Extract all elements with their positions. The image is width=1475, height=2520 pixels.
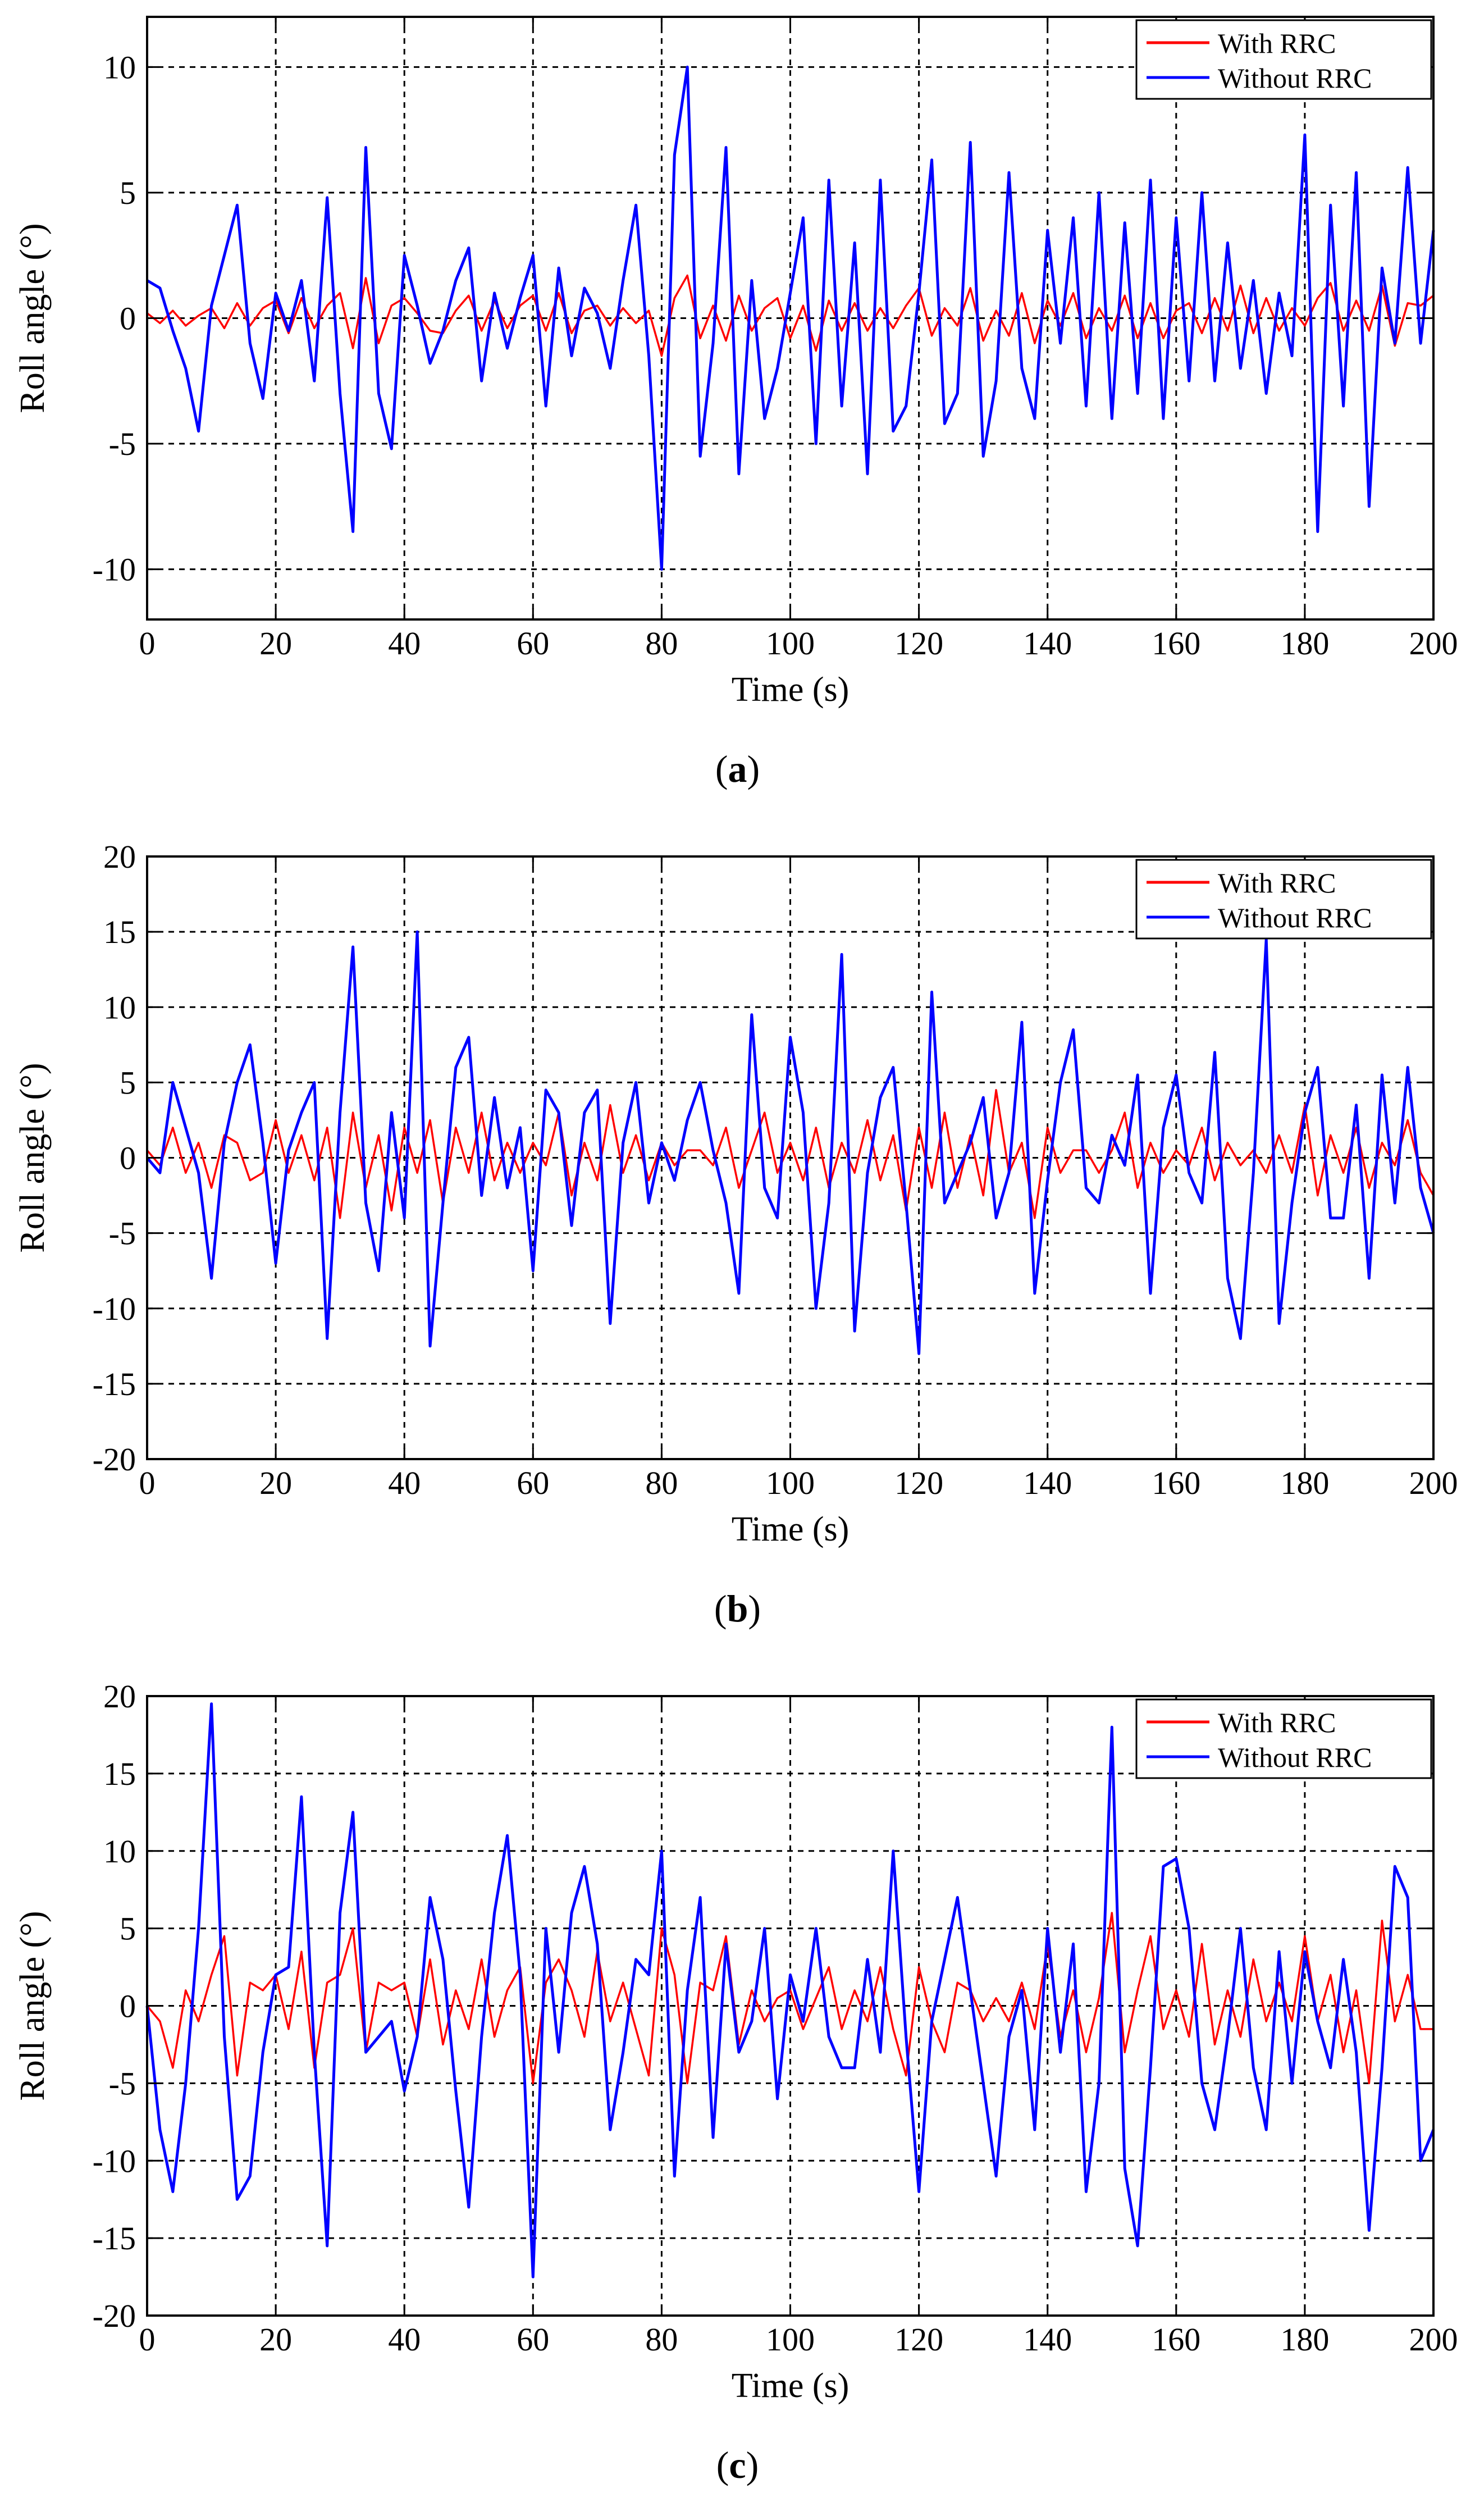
- chart-b-y-tick-label: -5: [109, 1215, 136, 1252]
- chart-c-y-tick-label: -20: [93, 2298, 136, 2334]
- chart-c-y-tick-label: 15: [103, 1756, 136, 1792]
- chart-c-with-rrc-line: [146, 1912, 1433, 2085]
- chart-c-svg: 0 20 40 60 80 100 120 140 160 180 200 -20 -15 -10 -5 0 5…: [13, 1678, 1458, 2405]
- chart-a-y-tick-label: 0: [120, 300, 136, 337]
- chart-b-y-axis-label: Roll angle (°): [13, 1063, 52, 1252]
- chart-c-y-tick-label: -15: [93, 2220, 136, 2257]
- chart-b-y-tick-label: 0: [120, 1140, 136, 1177]
- chart-b-x-tick-label: 100: [766, 1465, 815, 1501]
- chart-a-x-tick-label: 160: [1152, 625, 1200, 662]
- chart-c-legend-box: [1135, 1698, 1432, 1779]
- chart-c-x-tick-label: 140: [1023, 2321, 1072, 2358]
- chart-b-without-rrc-line: [146, 930, 1435, 1355]
- chart-a-x-tick-label: 80: [645, 625, 678, 662]
- chart-b-x-tick-label: 140: [1023, 1465, 1072, 1501]
- chart-c-x-tick-label: 20: [259, 2321, 292, 2358]
- chart-c-x-tick-label: 60: [517, 2321, 549, 2358]
- chart-b-x-tick-label: 200: [1409, 1465, 1458, 1501]
- chart-a-x-tick-label: 40: [388, 625, 421, 662]
- chart-a-x-axis-label: Time (s): [732, 671, 850, 709]
- chart-b-legend-without-rrc-label: Without RRC: [1218, 902, 1372, 933]
- chart-panel-a: 0 20 40 60 80 100 120 140 160 180 200 -10 -5 0 5 10 Time…: [0, 0, 1475, 842]
- chart-a-legend-with-rrc-label: With RRC: [1218, 28, 1336, 59]
- chart-a-legend-without-rrc-label: Without RRC: [1218, 62, 1372, 94]
- chart-a-x-tick-label: 200: [1409, 625, 1458, 662]
- chart-c-y-axis-label: Roll angle (°): [13, 1911, 52, 2100]
- chart-b-y-tick-label: 5: [120, 1064, 136, 1101]
- chart-a-x-tick-label: 20: [259, 625, 292, 662]
- chart-c-x-tick-label: 200: [1409, 2321, 1458, 2358]
- chart-a-x-tick-label: 180: [1280, 625, 1329, 662]
- caption-b-letter: b: [727, 1587, 748, 1630]
- chart-b-y-tick-label: 10: [103, 989, 136, 1026]
- chart-a-x-tick-label: 120: [894, 625, 943, 662]
- chart-a-without-rrc-line: [146, 65, 1435, 571]
- chart-c-y-tick-label: 20: [103, 1679, 136, 1715]
- caption-a: (a): [715, 748, 760, 790]
- chart-a-x-tick-label: 0: [139, 625, 156, 662]
- chart-b-svg: 0 20 40 60 80 100 120 140 160 180 200 -20 -15 -10 -5 0 5…: [13, 839, 1458, 1548]
- chart-a-y-tick-label: 10: [103, 49, 136, 85]
- chart-c-x-tick-label: 100: [766, 2321, 815, 2358]
- chart-c-y-tick-label: 10: [103, 1833, 136, 1870]
- chart-c-x-axis-label: Time (s): [732, 2367, 850, 2405]
- chart-c-x-tick-label: 160: [1152, 2321, 1200, 2358]
- chart-b-x-axis-label: Time (s): [732, 1510, 850, 1548]
- chart-b-legend-with-rrc-label: With RRC: [1218, 867, 1336, 899]
- caption-b: (b): [714, 1587, 761, 1630]
- chart-b-y-tick-label: 20: [103, 840, 136, 875]
- chart-c-x-tick-label: 180: [1280, 2321, 1329, 2358]
- chart-a-x-tick-label: 100: [766, 625, 815, 662]
- caption-a-letter: a: [728, 748, 747, 790]
- chart-c-legend-with-rrc-label: With RRC: [1218, 1707, 1336, 1738]
- chart-c-without-rrc-line: [145, 1702, 1435, 2279]
- chart-c-x-tick-label: 40: [388, 2321, 421, 2358]
- chart-b-x-tick-label: 40: [388, 1465, 421, 1501]
- chart-a-x-tick-label: 60: [517, 625, 549, 662]
- chart-c-x-tick-label: 80: [645, 2321, 678, 2358]
- chart-b-x-tick-label: 80: [645, 1465, 678, 1501]
- chart-a-y-tick-label: -10: [93, 552, 136, 588]
- chart-a-y-axis-label: Roll angle (°): [13, 223, 52, 413]
- chart-b-x-tick-label: 20: [259, 1465, 292, 1501]
- chart-b-y-tick-label: -10: [93, 1291, 136, 1327]
- chart-c-y-tick-label: -10: [93, 2143, 136, 2179]
- chart-c-legend-without-rrc-label: Without RRC: [1218, 1742, 1372, 1773]
- chart-c-x-tick-label: 0: [139, 2321, 156, 2358]
- chart-b-y-tick-label: 15: [103, 914, 136, 950]
- chart-a-y-tick-label: -5: [109, 426, 136, 462]
- chart-b-x-tick-label: 0: [139, 1465, 156, 1501]
- chart-panel-c: 0 20 40 60 80 100 120 140 160 180 200 -20 -15 -10 -5 0 5…: [0, 1678, 1475, 2520]
- chart-c-y-tick-label: 5: [120, 1911, 136, 1947]
- chart-a-x-tick-label: 140: [1023, 625, 1072, 662]
- chart-b-x-tick-label: 160: [1152, 1465, 1200, 1501]
- chart-b-with-rrc-line: [146, 1089, 1435, 1219]
- chart-c-x-tick-label: 120: [894, 2321, 943, 2358]
- chart-a-legend-box: [1135, 19, 1432, 100]
- caption-c-letter: c: [729, 2444, 746, 2486]
- chart-b-legend-box: [1135, 859, 1432, 940]
- caption-c: (c): [716, 2444, 759, 2486]
- chart-c-y-tick-label: -5: [109, 2065, 136, 2102]
- chart-b-x-tick-label: 60: [517, 1465, 549, 1501]
- chart-b-x-tick-label: 120: [894, 1465, 943, 1501]
- chart-a-y-tick-label: 5: [120, 175, 136, 211]
- chart-b-y-tick-label: -15: [93, 1366, 136, 1402]
- chart-b-x-tick-label: 180: [1280, 1465, 1329, 1501]
- chart-b-y-tick-label: -20: [93, 1441, 136, 1478]
- chart-a-svg: 0 20 40 60 80 100 120 140 160 180 200 -10 -5 0 5 10 Time…: [13, 16, 1458, 709]
- chart-panel-b: 0 20 40 60 80 100 120 140 160 180 200 -20 -15 -10 -5 0 5…: [0, 839, 1475, 1682]
- chart-c-y-tick-label: 0: [120, 1988, 136, 2025]
